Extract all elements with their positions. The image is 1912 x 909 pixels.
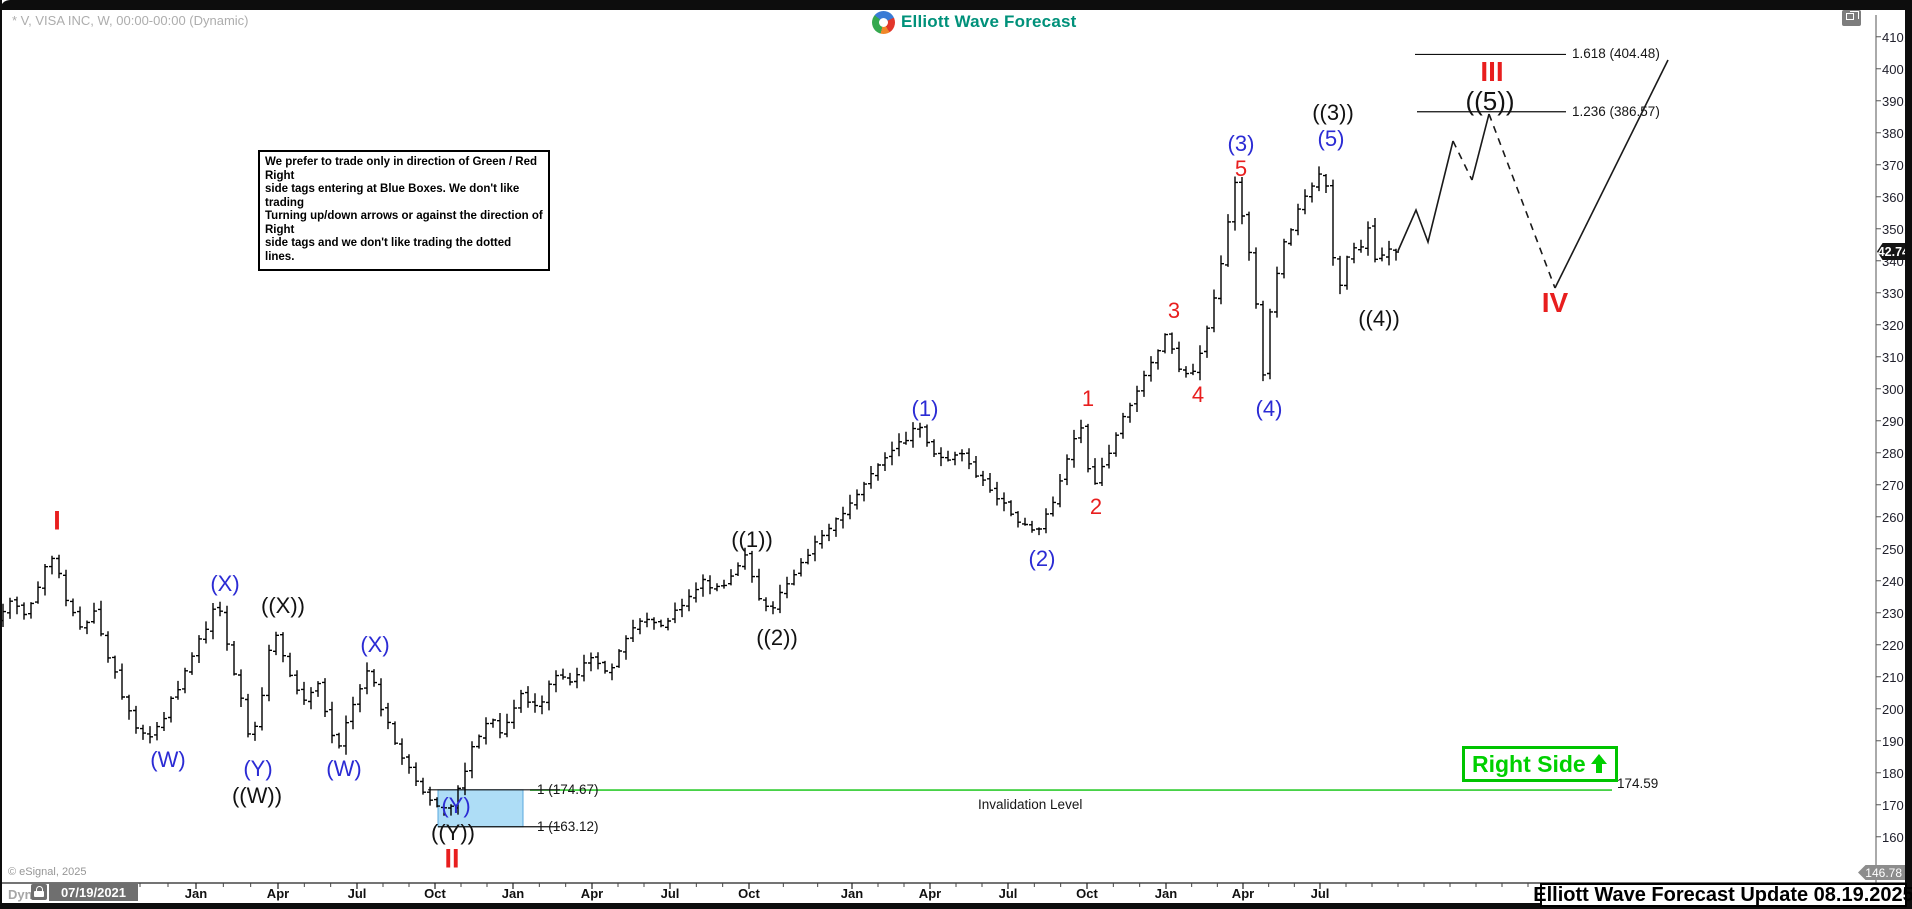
window-right-border (1905, 0, 1912, 909)
price-label: 220.00 (1882, 637, 1912, 653)
month-label: Apr (266, 886, 290, 901)
month-label: Apr (918, 886, 942, 901)
forecast-path (1397, 140, 1454, 252)
month-label: Jan (501, 886, 525, 901)
notes-line: side tags and we don't like trading the … (265, 237, 512, 263)
price-label: 370.00 (1882, 157, 1912, 173)
forecast-path-dashed (1488, 113, 1556, 289)
lock-icon[interactable] (31, 884, 47, 900)
up-arrow-icon (1590, 753, 1607, 775)
price-label: 410.00 (1882, 29, 1912, 45)
axis-bottom-price-badge: 146.78 (1858, 865, 1905, 880)
price-label: 240.00 (1882, 573, 1912, 589)
restore-window-button[interactable] (1842, 10, 1861, 26)
month-label: Oct (424, 886, 446, 901)
price-label: 290.00 (1882, 413, 1912, 429)
copyright: © eSignal, 2025 (8, 866, 87, 878)
right-side-badge: Right Side (1462, 746, 1618, 782)
month-label: Apr (580, 886, 604, 901)
price-label: 380.00 (1882, 125, 1912, 141)
invalidation-price: 174.59 (1617, 776, 1659, 791)
price-label: 250.00 (1882, 541, 1912, 557)
symbol-title: * V, VISA INC, W, 00:00-00:00 (Dynamic) (12, 13, 249, 28)
price-label: 320.00 (1882, 317, 1912, 333)
price-label: 180.00 (1882, 765, 1912, 781)
elliott-wave-forecast-logo-icon (872, 10, 895, 34)
price-label: 400.00 (1882, 61, 1912, 77)
month-label: Oct (1076, 886, 1098, 901)
month-label: Oct (738, 886, 760, 901)
forecast-path (1471, 113, 1490, 181)
price-label: 170.00 (1882, 797, 1912, 813)
price-label: 160.00 (1882, 829, 1912, 845)
month-label: Jul (1310, 886, 1330, 901)
price-label: 200.00 (1882, 701, 1912, 717)
month-label: Jan (184, 886, 208, 901)
price-label: 360.00 (1882, 189, 1912, 205)
price-label: 190.00 (1882, 733, 1912, 749)
window-bottom-border (0, 903, 1912, 909)
current-price-badge: 342.74 (1877, 243, 1912, 260)
price-label: 350.00 (1882, 221, 1912, 237)
window-top-border (0, 0, 1912, 10)
price-label: 310.00 (1882, 349, 1912, 365)
price-label: 260.00 (1882, 509, 1912, 525)
price-label: 390.00 (1882, 93, 1912, 109)
logo-text: Elliott Wave Forecast (901, 12, 1077, 31)
notes-line: side tags entering at Blue Boxes. We don… (265, 183, 520, 209)
price-label: 300.00 (1882, 381, 1912, 397)
price-label: 210.00 (1882, 669, 1912, 685)
month-label: Jul (347, 886, 367, 901)
month-label: Jan (840, 886, 864, 901)
restore-icon (1846, 10, 1859, 20)
price-label: 280.00 (1882, 445, 1912, 461)
price-label: 230.00 (1882, 605, 1912, 621)
month-label: Jul (660, 886, 680, 901)
notes-line: We prefer to trade only in direction of … (265, 156, 537, 182)
update-banner: Elliott Wave Forecast Update 08.19.2025 (1533, 883, 1912, 907)
window-left-border (0, 0, 2, 909)
trading-notes-box: We prefer to trade only in direction of … (258, 150, 550, 271)
date-field[interactable]: 07/19/2021 (49, 883, 138, 901)
month-label: Jul (998, 886, 1018, 901)
price-label: 330.00 (1882, 285, 1912, 301)
notes-line: Turning up/down arrows or against the di… (265, 210, 543, 236)
dyn-label: Dyn (8, 887, 33, 902)
month-label: Apr (1231, 886, 1255, 901)
price-bars (0, 166, 1399, 816)
price-label: 270.00 (1882, 477, 1912, 493)
month-label: Jan (1154, 886, 1178, 901)
invalidation-level-label: Invalidation Level (978, 797, 1083, 812)
logo: Elliott Wave Forecast (868, 9, 1081, 35)
right-side-label: Right Side (1472, 750, 1586, 777)
forecast-path-dashed (1452, 140, 1473, 181)
forecast-path (1554, 59, 1669, 289)
